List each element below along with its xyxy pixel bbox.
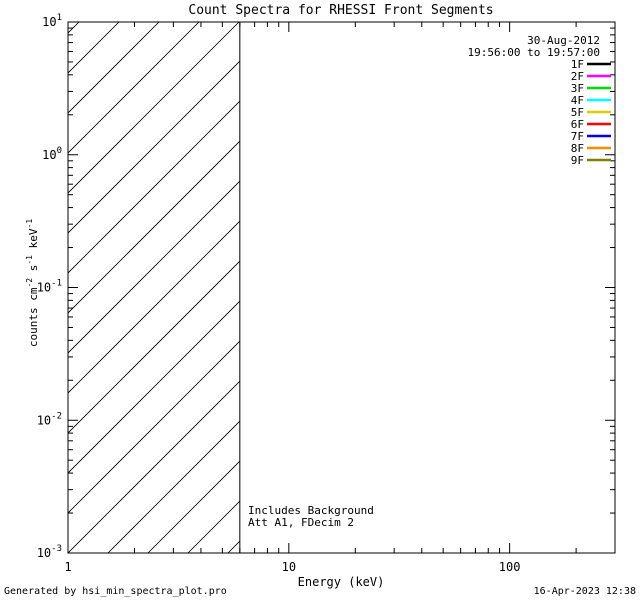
y-label-part: counts cm [27,287,40,347]
y-axis-label: counts cm-2 s-1 keV-1 [25,219,40,347]
legend-time-range: 19:56:00 to 19:57:00 [468,46,600,59]
y-label-exp: -1 [25,219,34,229]
legend-label-7F: 7F [571,130,584,143]
hatched-region [68,22,241,553]
footer-generator: Generated by hsi_min_spectra_plot.pro [4,586,227,597]
legend-label-6F: 6F [571,118,584,131]
legend-label-2F: 2F [571,70,584,83]
legend-label-1F: 1F [571,58,584,71]
y-label-exp: -2 [25,278,34,288]
footer-timestamp: 16-Apr-2023 12:38 [534,586,636,597]
y-tick-label: 100 [42,146,62,162]
y-label-part: keV [27,228,40,255]
axis-tick-labels: 1 10 100 10-3 10-2 10-1 100 101 [37,13,521,574]
y-tick-label: 10-2 [37,411,62,427]
x-tick-label: 10 [282,560,296,574]
x-tick-label: 100 [499,560,521,574]
legend-label-4F: 4F [571,94,584,107]
hatch-lines [68,22,240,553]
y-tick-label: 10-1 [37,279,62,295]
x-axis-label: Energy (keV) [298,575,385,589]
legend-label-3F: 3F [571,82,584,95]
axis-ticks [67,22,616,554]
y-tick-label: 10-3 [37,544,62,560]
chart-title: Count Spectra for RHESSI Front Segments [188,3,493,18]
legend-label-5F: 5F [571,106,584,119]
legend-label-8F: 8F [571,142,584,155]
legend-date: 30-Aug-2012 [527,34,600,47]
x-tick-label: 1 [64,560,71,574]
y-label-part: s [27,265,40,278]
y-label-exp: -1 [25,255,34,265]
note-attenuator: Att A1, FDecim 2 [248,516,354,529]
note-background: Includes Background [248,504,374,517]
legend-label-9F: 9F [571,154,584,167]
y-tick-label: 101 [42,13,62,29]
